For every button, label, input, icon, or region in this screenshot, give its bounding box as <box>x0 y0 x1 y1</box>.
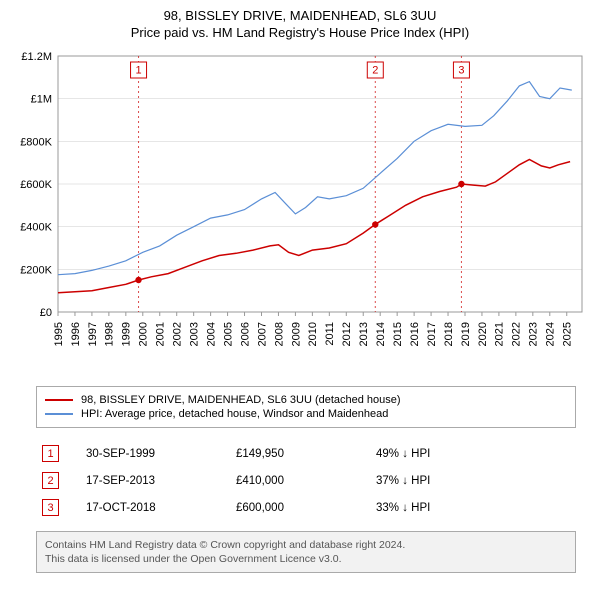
svg-text:1996: 1996 <box>70 322 82 346</box>
svg-text:£800K: £800K <box>20 136 52 148</box>
title-main: 98, BISSLEY DRIVE, MAIDENHEAD, SL6 3UU <box>10 8 590 23</box>
svg-text:1: 1 <box>135 64 141 76</box>
svg-text:2015: 2015 <box>392 322 404 346</box>
legend: 98, BISSLEY DRIVE, MAIDENHEAD, SL6 3UU (… <box>36 386 576 428</box>
chart: £0 £200K £400K £600K £800K £1M £1.2M 1995 1996 19… <box>10 46 590 376</box>
svg-text:2014: 2014 <box>375 322 387 346</box>
legend-swatch <box>45 413 73 415</box>
sale-delta: 37% ↓ HPI <box>376 475 556 487</box>
svg-text:2002: 2002 <box>172 322 184 346</box>
svg-text:2005: 2005 <box>222 322 234 346</box>
sale-price: £600,000 <box>236 502 376 514</box>
svg-text:1999: 1999 <box>121 322 133 346</box>
svg-text:1998: 1998 <box>104 322 116 346</box>
legend-swatch <box>45 399 73 401</box>
sale-marker: 3 <box>42 499 59 516</box>
sale-row: 3 17-OCT-2018£600,00033% ↓ HPI <box>36 494 576 521</box>
svg-text:2023: 2023 <box>528 322 540 346</box>
title-block: 98, BISSLEY DRIVE, MAIDENHEAD, SL6 3UU P… <box>10 8 590 40</box>
svg-text:2011: 2011 <box>324 322 336 346</box>
sale-date: 17-OCT-2018 <box>86 502 236 514</box>
svg-text:2017: 2017 <box>426 322 438 346</box>
sale-row: 2 17-SEP-2013£410,00037% ↓ HPI <box>36 467 576 494</box>
svg-text:2012: 2012 <box>341 322 353 346</box>
svg-text:2022: 2022 <box>511 322 523 346</box>
sale-delta: 33% ↓ HPI <box>376 502 556 514</box>
svg-text:2021: 2021 <box>494 322 506 346</box>
svg-text:2010: 2010 <box>307 322 319 346</box>
svg-text:2004: 2004 <box>205 322 217 346</box>
svg-text:2020: 2020 <box>477 322 489 346</box>
svg-text:2001: 2001 <box>155 322 167 346</box>
svg-text:£1.2M: £1.2M <box>21 51 52 63</box>
svg-text:1995: 1995 <box>53 322 65 346</box>
chart-container: 98, BISSLEY DRIVE, MAIDENHEAD, SL6 3UU P… <box>0 0 600 583</box>
footer: Contains HM Land Registry data © Crown c… <box>36 531 576 573</box>
footer-line-1: Contains HM Land Registry data © Crown c… <box>45 538 567 552</box>
svg-text:2013: 2013 <box>358 322 370 346</box>
svg-text:2007: 2007 <box>256 322 268 346</box>
svg-text:2024: 2024 <box>545 322 557 346</box>
legend-label: 98, BISSLEY DRIVE, MAIDENHEAD, SL6 3UU (… <box>81 394 401 406</box>
sale-date: 30-SEP-1999 <box>86 448 236 460</box>
svg-text:2016: 2016 <box>409 322 421 346</box>
svg-text:2000: 2000 <box>138 322 150 346</box>
sale-date: 17-SEP-2013 <box>86 475 236 487</box>
svg-text:2008: 2008 <box>273 322 285 346</box>
svg-text:2003: 2003 <box>189 322 201 346</box>
sale-price: £149,950 <box>236 448 376 460</box>
sale-price: £410,000 <box>236 475 376 487</box>
sale-marker: 1 <box>42 445 59 462</box>
sale-delta: 49% ↓ HPI <box>376 448 556 460</box>
svg-text:1997: 1997 <box>87 322 99 346</box>
svg-text:2009: 2009 <box>290 322 302 346</box>
svg-text:2019: 2019 <box>460 322 472 346</box>
svg-text:£600K: £600K <box>20 179 52 191</box>
svg-text:2025: 2025 <box>562 322 574 346</box>
legend-row: 98, BISSLEY DRIVE, MAIDENHEAD, SL6 3UU (… <box>45 393 567 407</box>
svg-text:2006: 2006 <box>239 322 251 346</box>
svg-text:£400K: £400K <box>20 222 52 234</box>
footer-line-2: This data is licensed under the Open Gov… <box>45 552 567 566</box>
svg-text:3: 3 <box>458 64 464 76</box>
legend-row: HPI: Average price, detached house, Wind… <box>45 407 567 421</box>
svg-text:2: 2 <box>372 64 378 76</box>
sale-marker: 2 <box>42 472 59 489</box>
legend-label: HPI: Average price, detached house, Wind… <box>81 408 388 420</box>
chart-svg: £0 £200K £400K £600K £800K £1M £1.2M 1995 1996 19… <box>10 46 590 376</box>
svg-text:£200K: £200K <box>20 264 52 276</box>
sale-row: 1 30-SEP-1999£149,95049% ↓ HPI <box>36 440 576 467</box>
svg-text:£1M: £1M <box>31 94 52 106</box>
sales-table: 1 30-SEP-1999£149,95049% ↓ HPI 2 17-SEP-201… <box>36 440 576 521</box>
title-sub: Price paid vs. HM Land Registry's House … <box>10 25 590 40</box>
svg-text:£0: £0 <box>40 307 52 319</box>
svg-text:2018: 2018 <box>443 322 455 346</box>
